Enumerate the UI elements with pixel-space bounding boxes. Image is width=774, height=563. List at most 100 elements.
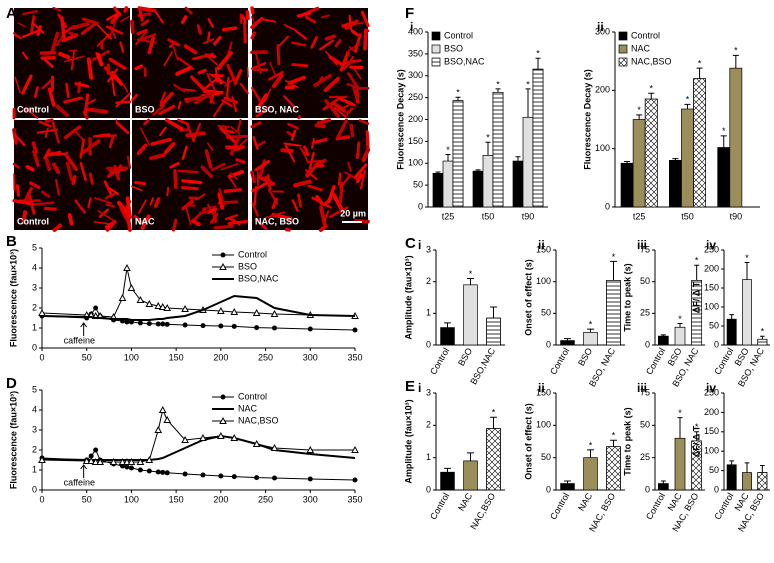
fiber bbox=[339, 104, 350, 111]
panel-sublabel: i bbox=[418, 381, 421, 395]
fiber bbox=[67, 213, 74, 226]
y-tick-label: 100 bbox=[536, 420, 551, 430]
y-tick-label: 150 bbox=[408, 136, 423, 146]
y-tick-label: 0 bbox=[418, 201, 423, 211]
error-bar bbox=[610, 260, 617, 281]
fiber bbox=[229, 134, 241, 156]
y-tick-label: 2 bbox=[32, 302, 37, 312]
fiber bbox=[158, 104, 176, 116]
significance: * bbox=[486, 133, 490, 143]
fiber bbox=[41, 78, 53, 90]
fiber bbox=[197, 68, 207, 75]
error-bar bbox=[672, 158, 679, 161]
fiber bbox=[283, 142, 302, 147]
fiber bbox=[352, 86, 360, 101]
point bbox=[272, 325, 278, 331]
fiber bbox=[347, 161, 352, 172]
y-tick-label: 75 bbox=[640, 244, 650, 254]
fiber bbox=[313, 137, 328, 144]
fiber bbox=[143, 118, 150, 126]
fiber bbox=[138, 199, 147, 214]
point bbox=[231, 474, 237, 480]
point bbox=[164, 321, 170, 327]
legend-label: NAC bbox=[238, 403, 258, 413]
fiber bbox=[55, 104, 69, 117]
fiber bbox=[251, 202, 259, 217]
fiber bbox=[335, 135, 351, 141]
x-tick-label: 150 bbox=[169, 352, 184, 362]
micrograph-texture bbox=[131, 118, 249, 232]
y-axis-label: ΔF/ Δ T bbox=[691, 425, 701, 457]
fiber bbox=[105, 203, 115, 208]
fiber bbox=[88, 172, 94, 185]
x-tick-label: 0 bbox=[39, 494, 44, 504]
fiber bbox=[347, 72, 360, 91]
point bbox=[145, 299, 154, 307]
fiber bbox=[355, 173, 364, 183]
x-tick-label: BSO bbox=[576, 346, 594, 367]
y-axis-label: Onset of effect (s) bbox=[523, 403, 533, 480]
fiber bbox=[175, 65, 193, 76]
fiber bbox=[44, 118, 54, 123]
fiber bbox=[221, 99, 233, 107]
point bbox=[217, 431, 225, 439]
fiber bbox=[207, 18, 214, 28]
bar bbox=[442, 160, 454, 208]
fiber bbox=[177, 100, 182, 109]
fiber bbox=[17, 22, 26, 28]
fiber bbox=[217, 124, 230, 128]
y-tick-label: 0 bbox=[645, 339, 650, 349]
fiber bbox=[221, 26, 238, 32]
legend-label: Control bbox=[238, 249, 267, 259]
fiber bbox=[103, 180, 113, 197]
bar bbox=[583, 331, 598, 346]
y-tick-label: 1 bbox=[32, 464, 37, 474]
fiber bbox=[38, 120, 52, 128]
fiber bbox=[168, 41, 177, 48]
fiber bbox=[134, 180, 146, 186]
bar-hatch bbox=[644, 98, 658, 208]
annotation-arrow bbox=[80, 464, 88, 478]
fiber bbox=[147, 36, 155, 55]
fiber bbox=[286, 130, 295, 138]
fiber bbox=[203, 78, 217, 91]
fiber bbox=[97, 210, 115, 222]
fiber bbox=[119, 15, 131, 23]
error-bar bbox=[587, 449, 594, 458]
fiber bbox=[64, 152, 78, 171]
fiber bbox=[80, 21, 98, 36]
fiber bbox=[264, 211, 286, 219]
fiber bbox=[92, 133, 111, 138]
fiber bbox=[250, 170, 257, 184]
fiber bbox=[180, 15, 188, 24]
fiber bbox=[230, 126, 241, 135]
point bbox=[136, 457, 145, 465]
point bbox=[123, 263, 131, 271]
fiber bbox=[305, 161, 321, 178]
fiber bbox=[355, 141, 361, 159]
fiber bbox=[284, 144, 296, 163]
fiber bbox=[185, 131, 206, 138]
fiber bbox=[291, 41, 307, 47]
significance: * bbox=[698, 59, 702, 69]
y-axis-label: Onset of effect (s) bbox=[523, 259, 533, 336]
fiber bbox=[63, 96, 83, 104]
fiber bbox=[79, 161, 87, 182]
fiber bbox=[353, 163, 368, 179]
fiber bbox=[213, 35, 222, 46]
fiber bbox=[125, 196, 132, 220]
y-tick-label: 300 bbox=[595, 26, 610, 36]
y-tick-label: 0 bbox=[546, 484, 551, 494]
fiber bbox=[224, 77, 235, 87]
fiber bbox=[106, 68, 119, 83]
fiber bbox=[225, 76, 230, 99]
x-tick-label: Control bbox=[712, 346, 735, 376]
significance: * bbox=[678, 314, 682, 324]
y-tick-label: 0 bbox=[32, 484, 37, 494]
fiber bbox=[206, 142, 214, 151]
point bbox=[181, 304, 189, 312]
fiber bbox=[338, 96, 356, 107]
error-bar bbox=[535, 57, 541, 70]
point bbox=[181, 435, 189, 443]
legend-label: BSO bbox=[444, 43, 463, 53]
